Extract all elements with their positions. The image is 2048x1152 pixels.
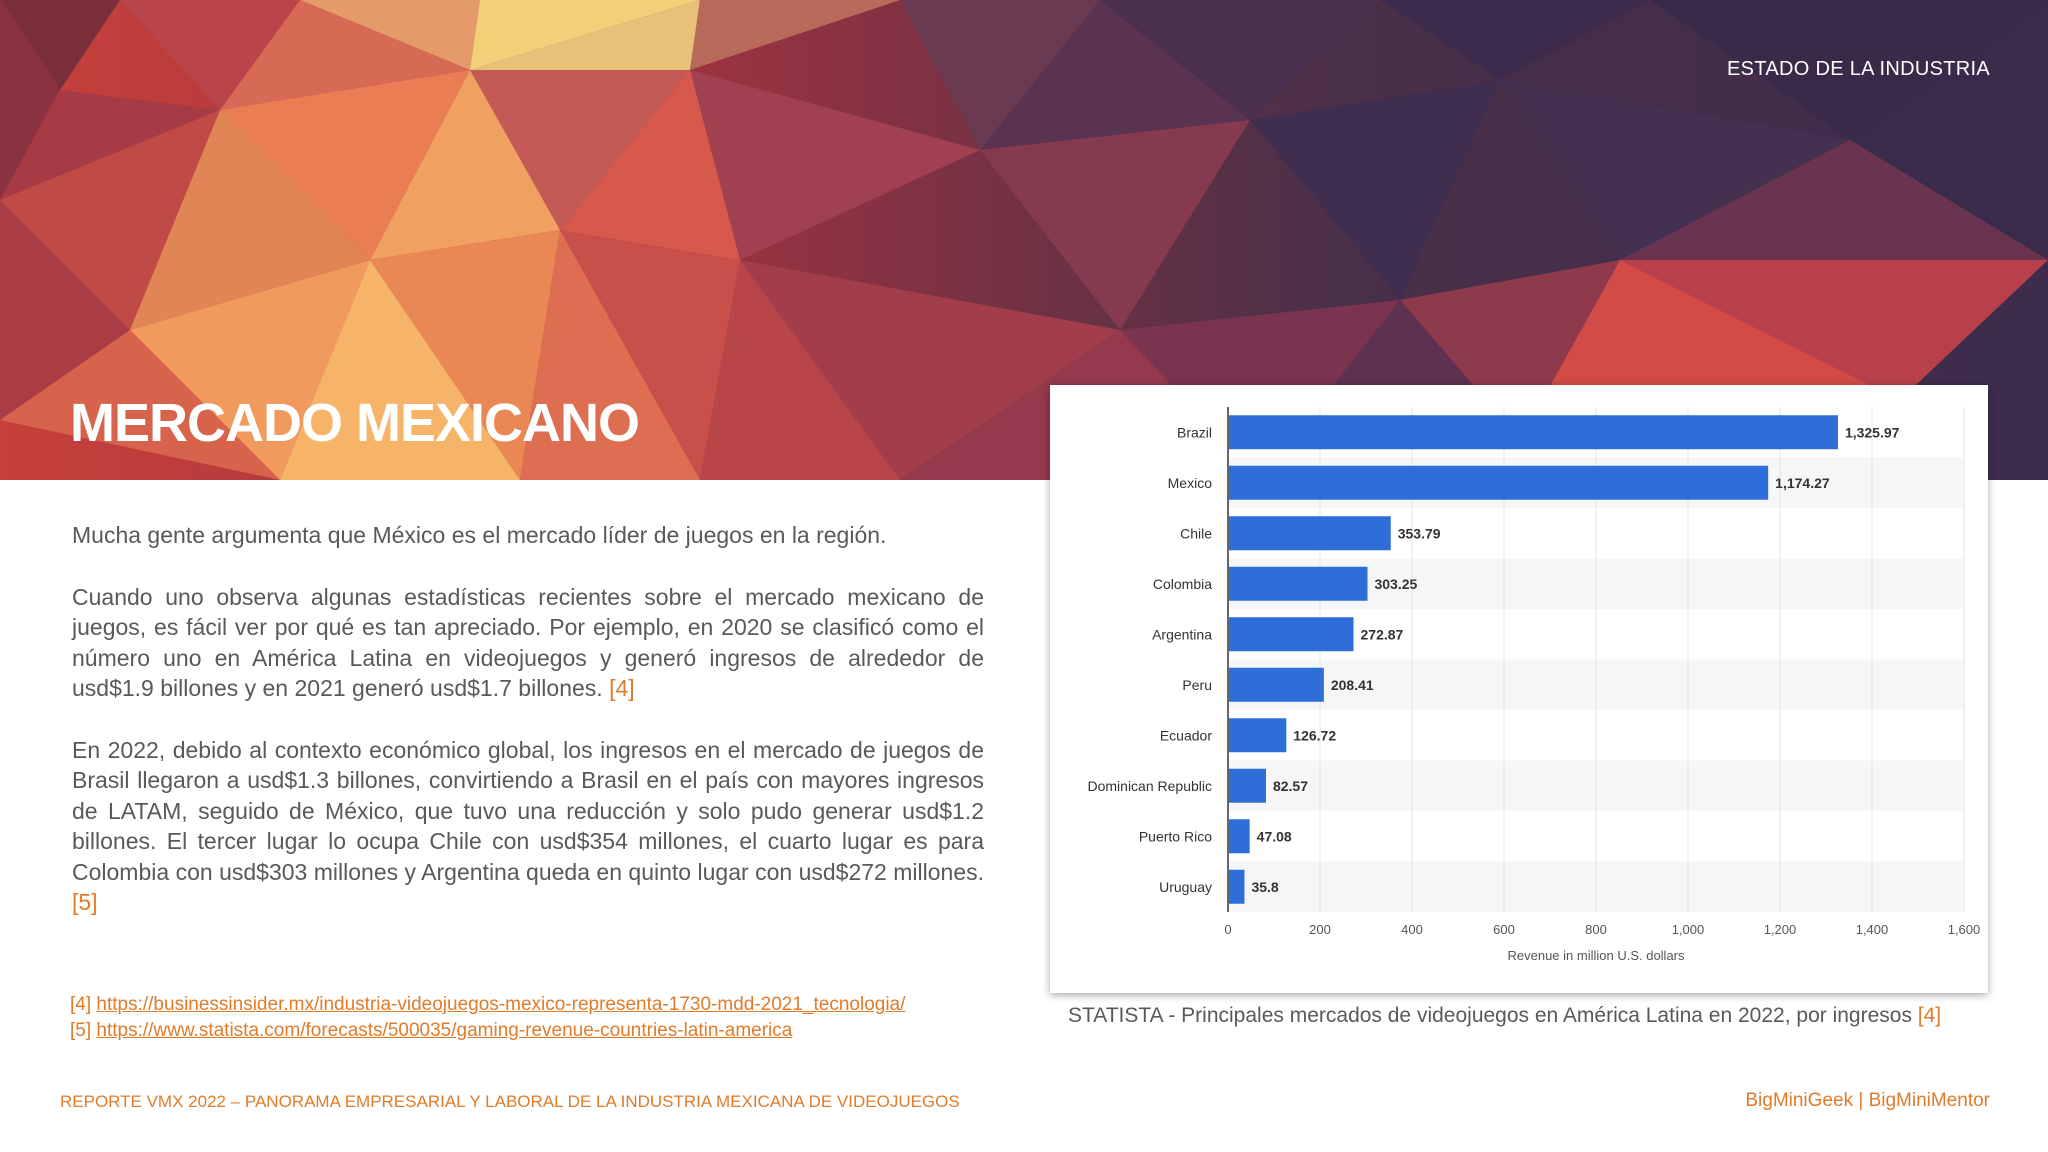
reference-label: [4] bbox=[70, 994, 92, 1015]
footer-brands: BigMiniGeek | BigMiniMentor bbox=[1745, 1090, 1990, 1111]
paragraph-history: Cuando uno observa algunas estadísticas … bbox=[72, 582, 984, 704]
bar bbox=[1229, 566, 1368, 601]
data-label: 272.87 bbox=[1361, 626, 1404, 642]
data-label: 35.8 bbox=[1251, 879, 1278, 895]
reference-label: [5] bbox=[70, 1020, 92, 1041]
paragraph-text: En 2022, debido al contexto económico gl… bbox=[72, 736, 984, 885]
category-label: Dominican Republic bbox=[1087, 778, 1212, 794]
data-label: 1,325.97 bbox=[1845, 424, 1900, 440]
category-label: Mexico bbox=[1168, 475, 1213, 491]
chart-caption: STATISTA - Principales mercados de video… bbox=[1068, 1004, 1941, 1028]
bar bbox=[1229, 768, 1266, 803]
x-tick-label: 1,200 bbox=[1764, 922, 1797, 937]
x-tick-label: 1,600 bbox=[1948, 922, 1981, 937]
section-label: ESTADO DE LA INDUSTRIA bbox=[1727, 58, 1990, 80]
category-label: Puerto Rico bbox=[1139, 828, 1212, 844]
citation-link[interactable]: [4] bbox=[1917, 1004, 1942, 1027]
references: [4] https://businessinsider.mx/industria… bbox=[70, 992, 905, 1044]
bar bbox=[1229, 869, 1245, 904]
x-tick-label: 600 bbox=[1493, 922, 1515, 937]
x-tick-label: 0 bbox=[1224, 922, 1231, 937]
bar bbox=[1229, 819, 1250, 854]
x-tick-label: 1,400 bbox=[1856, 922, 1889, 937]
category-label: Ecuador bbox=[1160, 727, 1212, 743]
citation-link[interactable]: [5] bbox=[72, 889, 98, 915]
data-label: 82.57 bbox=[1273, 778, 1308, 794]
reference-link[interactable]: https://www.statista.com/forecasts/50003… bbox=[96, 1020, 793, 1041]
x-tick-label: 200 bbox=[1309, 922, 1331, 937]
bar bbox=[1229, 516, 1391, 551]
category-label: Colombia bbox=[1153, 576, 1212, 592]
data-label: 208.41 bbox=[1331, 677, 1374, 693]
category-label: Chile bbox=[1180, 525, 1212, 541]
data-label: 126.72 bbox=[1293, 727, 1336, 743]
paragraph-text: Mucha gente argumenta que México es el m… bbox=[72, 522, 887, 548]
reference-link[interactable]: https://businessinsider.mx/industria-vid… bbox=[96, 994, 906, 1015]
data-label: 303.25 bbox=[1374, 576, 1417, 592]
citation-link[interactable]: [4] bbox=[609, 675, 635, 701]
paragraph-text: Cuando uno observa algunas estadísticas … bbox=[72, 583, 984, 702]
data-label: 353.79 bbox=[1398, 525, 1441, 541]
page-title: MERCADO MEXICANO bbox=[70, 393, 640, 453]
x-tick-label: 400 bbox=[1401, 922, 1423, 937]
chart-card: 0 200 400 600 800 1,000 1,200 1,400 1,600 Brazil 1… bbox=[1050, 385, 1988, 993]
x-axis-label: Revenue in million U.S. dollars bbox=[1507, 948, 1685, 963]
data-label: 47.08 bbox=[1257, 828, 1292, 844]
x-tick-label: 800 bbox=[1585, 922, 1607, 937]
body-text: Mucha gente argumenta que México es el m… bbox=[72, 520, 984, 949]
data-label: 1,174.27 bbox=[1775, 475, 1830, 491]
bar bbox=[1229, 667, 1324, 702]
paragraph-2022: En 2022, debido al contexto económico gl… bbox=[72, 735, 984, 918]
bar bbox=[1229, 718, 1287, 753]
caption-text: STATISTA - Principales mercados de video… bbox=[1068, 1004, 1912, 1027]
category-label: Uruguay bbox=[1159, 879, 1212, 895]
reference-item: [5] https://www.statista.com/forecasts/5… bbox=[70, 1018, 905, 1044]
footer-report-title: REPORTE VMX 2022 – PANORAMA EMPRESARIAL … bbox=[60, 1092, 960, 1111]
bar bbox=[1229, 465, 1769, 500]
polygon-banner bbox=[0, 0, 2048, 480]
category-label: Argentina bbox=[1152, 626, 1212, 642]
bar bbox=[1229, 415, 1838, 450]
category-label: Peru bbox=[1182, 677, 1212, 693]
category-label: Brazil bbox=[1177, 424, 1212, 440]
bar-chart: 0 200 400 600 800 1,000 1,200 1,400 1,600 Brazil 1… bbox=[1087, 407, 1981, 963]
bar bbox=[1229, 617, 1354, 652]
paragraph-intro: Mucha gente argumenta que México es el m… bbox=[72, 520, 984, 551]
x-tick-label: 1,000 bbox=[1672, 922, 1705, 937]
reference-item: [4] https://businessinsider.mx/industria… bbox=[70, 992, 905, 1018]
